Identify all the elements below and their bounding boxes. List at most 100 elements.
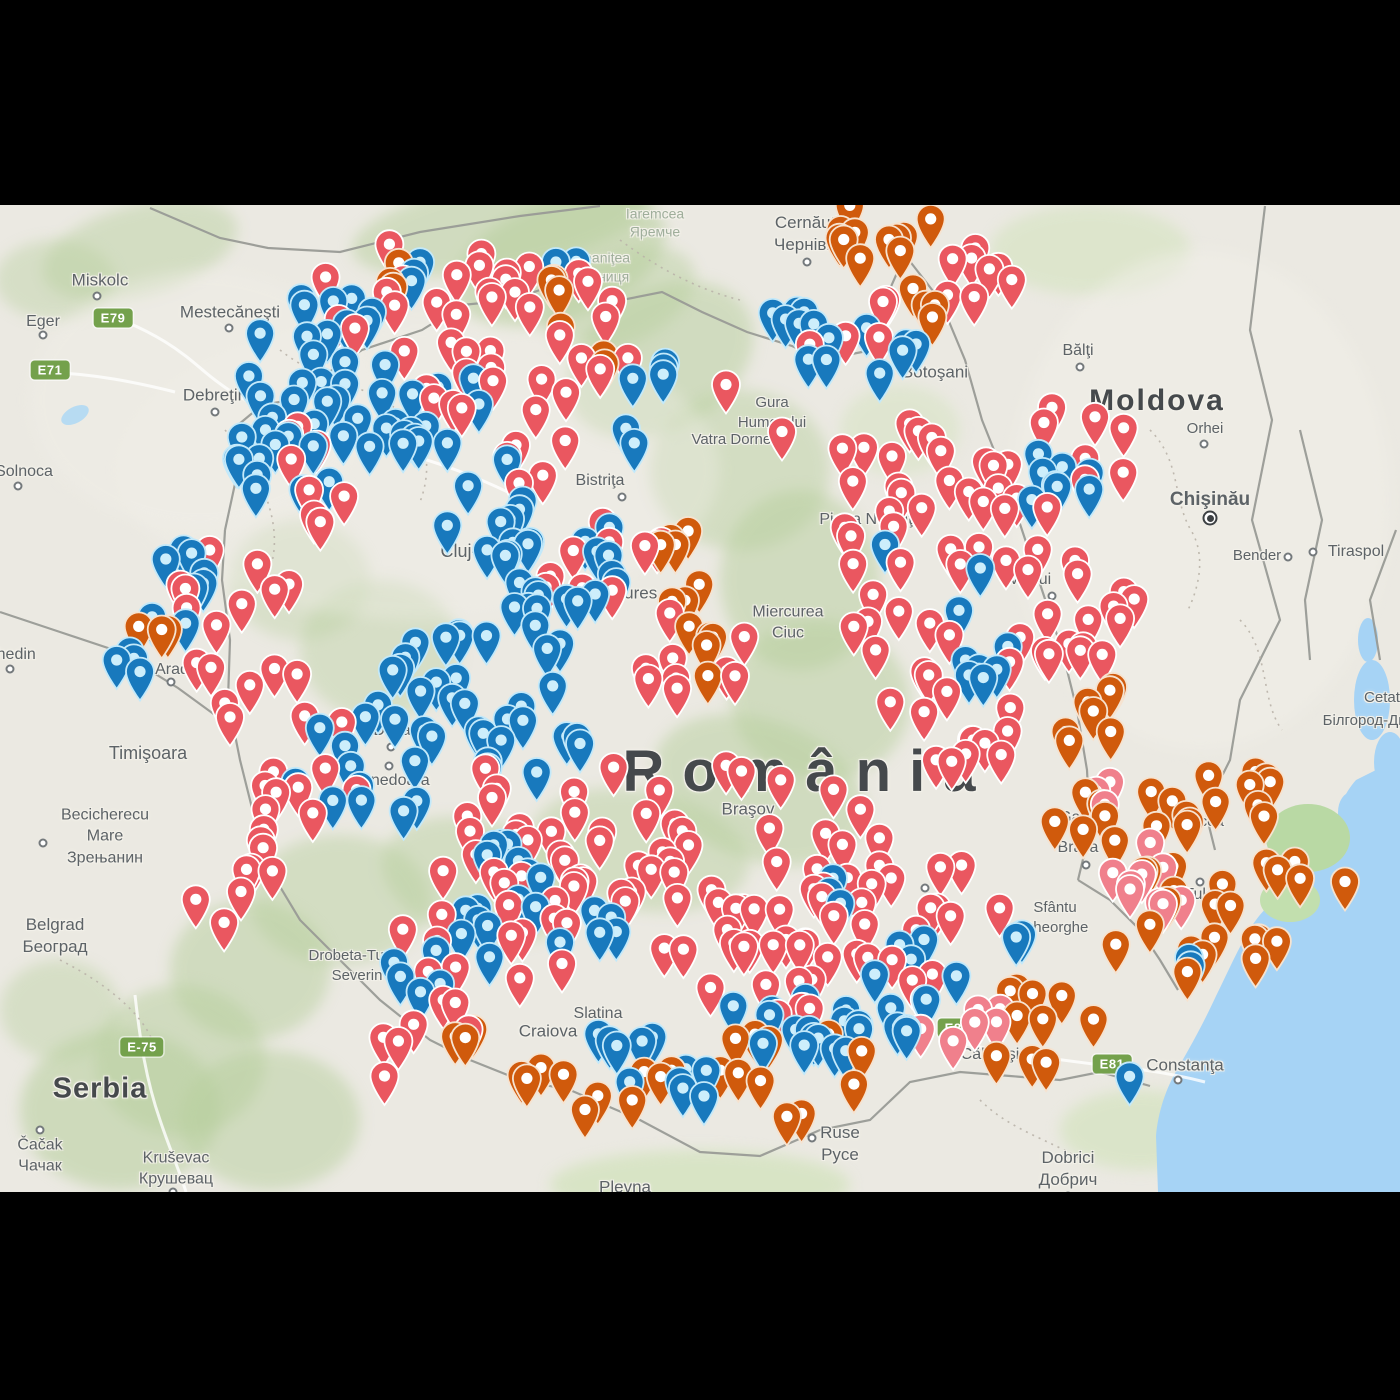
map-pin-red[interactable] xyxy=(590,301,621,347)
map-pin-red[interactable] xyxy=(584,825,615,871)
map-pin-orange[interactable] xyxy=(1054,725,1085,771)
map-pin-orange[interactable] xyxy=(1068,814,1098,860)
map-pin-orange[interactable] xyxy=(981,1040,1012,1086)
map-pin-red[interactable] xyxy=(259,574,290,620)
map-pin-red[interactable] xyxy=(1062,558,1093,604)
map-pin-red[interactable] xyxy=(1034,638,1064,684)
map-pin-red[interactable] xyxy=(662,883,693,928)
map-pin-red[interactable] xyxy=(818,900,849,946)
map-pin-red[interactable] xyxy=(520,394,551,440)
map-pin-red[interactable] xyxy=(883,596,914,641)
map-pin-blue[interactable] xyxy=(388,428,419,474)
map-pin-blue[interactable] xyxy=(399,745,430,791)
map-pin-orange[interactable] xyxy=(1249,801,1279,846)
map-pin-orange[interactable] xyxy=(1240,943,1271,989)
map-pin-red[interactable] xyxy=(761,846,792,892)
map-pin-red[interactable] xyxy=(668,934,699,980)
map-pin-blue[interactable] xyxy=(619,427,650,473)
map-pin-red[interactable] xyxy=(906,492,937,538)
map-pin-orange[interactable] xyxy=(745,1065,776,1111)
map-pin-red[interactable] xyxy=(550,425,581,471)
map-pin-blue[interactable] xyxy=(1074,474,1105,519)
map-pin-red[interactable] xyxy=(711,369,741,415)
map-pin-blue[interactable] xyxy=(537,671,568,716)
map-pin-red[interactable] xyxy=(504,963,535,1008)
map-pin-orange[interactable] xyxy=(1330,866,1360,912)
map-pin-red[interactable] xyxy=(1108,412,1139,458)
map-pin-blue[interactable] xyxy=(346,785,377,830)
map-pin-red[interactable] xyxy=(758,929,789,975)
map-pin-orange[interactable] xyxy=(548,1059,579,1105)
map-pin-blue[interactable] xyxy=(689,1081,719,1126)
map-pin-orange[interactable] xyxy=(512,1063,542,1109)
map-pin-red[interactable] xyxy=(305,506,336,552)
map-pin-red[interactable] xyxy=(551,377,581,423)
map-pin-red[interactable] xyxy=(726,756,757,801)
map-pin-red[interactable] xyxy=(875,686,906,732)
map-pin-red[interactable] xyxy=(631,798,662,844)
map-pin-red[interactable] xyxy=(837,466,868,512)
map-pin-orange[interactable] xyxy=(885,235,916,281)
map-pin-blue[interactable] xyxy=(380,704,410,750)
map-pin-red[interactable] xyxy=(925,852,956,897)
map-pin-red[interactable] xyxy=(257,856,288,901)
map-pin-red[interactable] xyxy=(633,663,664,709)
map-pin-red[interactable] xyxy=(476,282,507,327)
map-pin-blue[interactable] xyxy=(648,359,679,405)
map-pin-red[interactable] xyxy=(282,659,313,704)
map-pin-red[interactable] xyxy=(765,765,796,810)
map-pin-blue[interactable] xyxy=(245,318,276,364)
map-pin-blue[interactable] xyxy=(432,427,463,473)
map-pin-blue[interactable] xyxy=(354,431,385,477)
map-pin-red[interactable] xyxy=(585,353,616,399)
map-pin-red[interactable] xyxy=(1105,603,1135,649)
map-pin-red[interactable] xyxy=(369,1061,400,1106)
map-pin-red[interactable] xyxy=(959,281,990,327)
map-pin-red[interactable] xyxy=(598,752,629,797)
map-pin-blue[interactable] xyxy=(968,662,999,708)
map-pin-red[interactable] xyxy=(547,948,577,994)
map-pin-red[interactable] xyxy=(662,673,692,719)
map-pin-blue[interactable] xyxy=(521,757,552,802)
map-pin-blue[interactable] xyxy=(748,1028,778,1074)
map-pin-red[interactable] xyxy=(989,493,1020,539)
map-pin-red[interactable] xyxy=(1108,457,1139,503)
map-pin-blue[interactable] xyxy=(405,676,436,721)
map-pin-orange[interactable] xyxy=(915,205,946,249)
map-pin-red[interactable] xyxy=(818,774,849,820)
map-pin-orange[interactable] xyxy=(1172,956,1203,1002)
map-pin-orange[interactable] xyxy=(1200,786,1231,832)
map-pin-red[interactable] xyxy=(1013,554,1043,600)
map-pin-orange[interactable] xyxy=(1031,1047,1061,1093)
map-pin-orange[interactable] xyxy=(1100,929,1131,975)
map-pin-red[interactable] xyxy=(996,264,1027,310)
map-pin-red[interactable] xyxy=(209,907,240,953)
map-pin-orange[interactable] xyxy=(617,1085,648,1130)
map-pin-red[interactable] xyxy=(885,547,916,593)
map-pin-blue[interactable] xyxy=(474,941,505,987)
map-pin-orange[interactable] xyxy=(1039,806,1070,852)
map-pin-orange[interactable] xyxy=(1172,809,1202,855)
map-pin-red[interactable] xyxy=(1032,492,1063,537)
map-canvas[interactable]: Miskolc Eger Mestecăneşti Debreţin Solnoca Ce… xyxy=(0,205,1400,1192)
map-pin-red[interactable] xyxy=(297,798,328,843)
map-pin-blue[interactable] xyxy=(1001,922,1032,967)
map-pin-red[interactable] xyxy=(767,416,797,462)
map-pin-red[interactable] xyxy=(986,739,1017,785)
map-pin-red[interactable] xyxy=(201,610,232,655)
map-pin-red[interactable] xyxy=(428,855,459,901)
map-pin-blue[interactable] xyxy=(565,728,595,774)
map-pin-blue[interactable] xyxy=(240,473,271,519)
map-pin-red[interactable] xyxy=(226,588,257,634)
map-pin-red[interactable] xyxy=(860,635,891,680)
map-pin-orange[interactable] xyxy=(1095,716,1126,762)
map-pin-blue[interactable] xyxy=(617,363,648,409)
map-pin-red[interactable] xyxy=(477,782,507,828)
map-pin-red[interactable] xyxy=(909,696,939,742)
map-pin-blue[interactable] xyxy=(453,470,484,516)
map-pin-blue[interactable] xyxy=(584,917,615,963)
map-pin-blue[interactable] xyxy=(811,344,842,390)
map-pin-orange[interactable] xyxy=(772,1101,802,1147)
map-pin-orange[interactable] xyxy=(839,1069,869,1114)
map-pin-blue[interactable] xyxy=(432,510,463,556)
